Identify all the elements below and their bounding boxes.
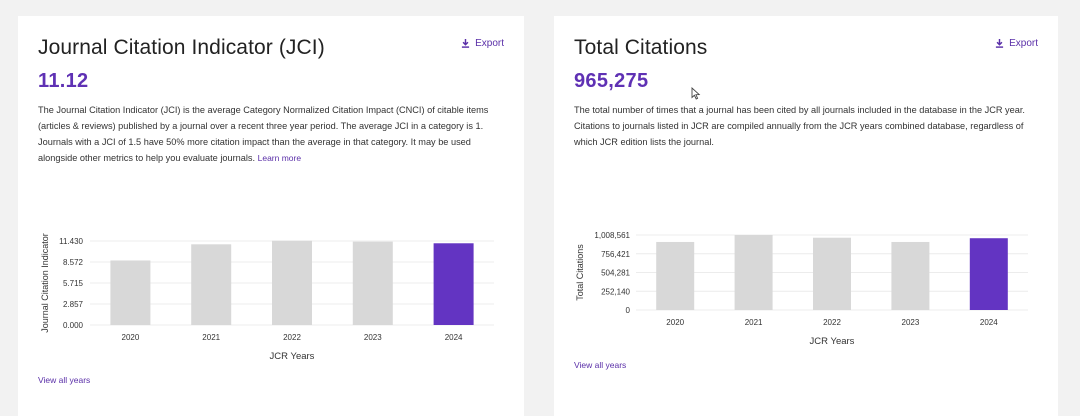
x-axis-title: JCR Years [810, 336, 855, 347]
export-label: Export [1009, 38, 1038, 49]
y-tick-label: 252,140 [601, 287, 630, 296]
y-tick-label: 1,008,561 [594, 231, 630, 240]
jci-card: Journal Citation Indicator (JCI) Export … [18, 16, 524, 416]
y-tick-label: 504,281 [601, 269, 630, 278]
x-tick-label: 2021 [202, 333, 220, 342]
total-citations-bar-chart: 0 252,140 504,281 756,421 1,008,561 2020 2021 2… [575, 231, 1028, 347]
y-tick-label: 11.430 [59, 237, 83, 246]
y-tick-label: 756,421 [601, 250, 630, 259]
jci-view-all-link[interactable]: View all years [38, 375, 91, 385]
jci-export-button[interactable]: Export [461, 38, 504, 49]
x-tick-label: 2022 [823, 318, 841, 327]
tc-view-all-link[interactable]: View all years [574, 360, 627, 370]
jci-title: Journal Citation Indicator (JCI) [38, 36, 325, 59]
y-tick-label: 2.857 [63, 300, 84, 309]
total-citations-value: 965,275 [574, 70, 649, 92]
jci-value: 11.12 [38, 70, 89, 92]
x-tick-label: 2022 [283, 333, 301, 342]
tc-description: The total number of times that a journal… [574, 105, 1025, 147]
bar-2022 [272, 240, 312, 325]
y-tick-label: 8.572 [63, 258, 84, 267]
bar-2024 [433, 243, 474, 325]
tc-export-button[interactable]: Export [995, 38, 1038, 49]
bar-2021 [191, 244, 232, 325]
bar-2021 [734, 235, 773, 310]
x-tick-label: 2024 [980, 318, 998, 327]
download-icon [995, 39, 1004, 48]
learn-more-link[interactable]: Learn more [257, 153, 302, 163]
x-axis-title: JCR Years [270, 351, 315, 362]
y-tick-label: 0 [626, 306, 631, 315]
total-citations-title: Total Citations [574, 36, 708, 59]
mouse-pointer-icon [691, 86, 701, 105]
y-axis-title: Journal Citation Indicator [40, 233, 50, 333]
y-tick-label: 5.715 [63, 279, 84, 288]
export-label: Export [475, 38, 504, 49]
y-tick-label: 0.000 [63, 321, 84, 330]
jci-description-text: The Journal Citation Indicator (JCI) is … [38, 105, 489, 163]
x-tick-label: 2023 [364, 333, 382, 342]
bar-2022 [813, 237, 851, 310]
x-tick-label: 2020 [122, 333, 140, 342]
jci-description: The Journal Citation Indicator (JCI) is … [38, 102, 510, 166]
y-axis-title: Total Citations [575, 244, 585, 301]
bar-2023 [352, 241, 393, 325]
bar-2024 [969, 238, 1008, 310]
jci-bar-chart: 0.000 2.857 5.715 8.572 11.430 2020 2021 2022 20… [40, 233, 494, 362]
x-tick-label: 2024 [445, 333, 463, 342]
x-tick-label: 2020 [666, 318, 684, 327]
total-citations-card: Total Citations Export 965,275 The total… [554, 16, 1058, 416]
bar-2023 [891, 241, 930, 310]
bar-2020 [110, 260, 151, 325]
download-icon [461, 39, 470, 48]
bar-2020 [656, 241, 695, 310]
x-tick-label: 2021 [745, 318, 763, 327]
x-tick-label: 2023 [902, 318, 920, 327]
